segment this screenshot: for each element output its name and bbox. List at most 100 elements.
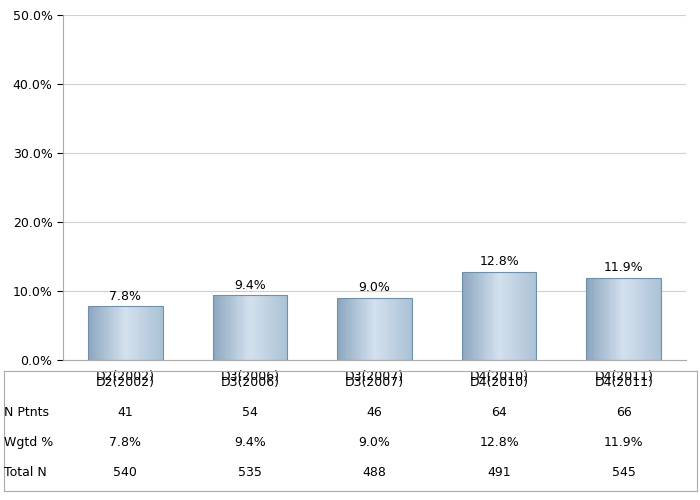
- Bar: [587, 278, 661, 360]
- Bar: [524, 272, 526, 360]
- Bar: [496, 272, 497, 360]
- Bar: [381, 298, 382, 360]
- Text: Wgtd %: Wgtd %: [4, 436, 52, 449]
- Bar: [116, 306, 117, 360]
- Bar: [483, 272, 484, 360]
- Bar: [626, 278, 628, 360]
- Bar: [372, 298, 374, 360]
- Bar: [536, 272, 537, 360]
- Bar: [92, 306, 93, 360]
- Bar: [236, 295, 238, 360]
- Bar: [146, 306, 148, 360]
- Bar: [645, 278, 646, 360]
- Bar: [344, 298, 346, 360]
- Bar: [117, 306, 118, 360]
- Bar: [239, 295, 240, 360]
- Bar: [367, 298, 368, 360]
- Bar: [592, 278, 593, 360]
- Bar: [157, 306, 158, 360]
- Bar: [660, 278, 661, 360]
- Bar: [634, 278, 635, 360]
- Bar: [132, 306, 133, 360]
- Bar: [88, 306, 162, 360]
- Bar: [494, 272, 496, 360]
- Bar: [505, 272, 507, 360]
- Bar: [253, 295, 254, 360]
- Bar: [262, 295, 264, 360]
- Bar: [258, 295, 260, 360]
- Bar: [398, 298, 400, 360]
- Bar: [130, 306, 132, 360]
- Bar: [234, 295, 235, 360]
- Bar: [604, 278, 606, 360]
- Bar: [601, 278, 603, 360]
- Bar: [104, 306, 106, 360]
- Bar: [486, 272, 488, 360]
- Bar: [508, 272, 510, 360]
- Bar: [264, 295, 265, 360]
- Bar: [349, 298, 351, 360]
- Bar: [88, 306, 90, 360]
- Bar: [513, 272, 514, 360]
- Bar: [216, 295, 218, 360]
- Bar: [518, 272, 519, 360]
- Bar: [617, 278, 619, 360]
- Bar: [342, 298, 344, 360]
- Text: 11.9%: 11.9%: [604, 262, 643, 274]
- Bar: [358, 298, 360, 360]
- Bar: [632, 278, 634, 360]
- Bar: [488, 272, 489, 360]
- Bar: [641, 278, 643, 360]
- Bar: [478, 272, 480, 360]
- Bar: [590, 278, 592, 360]
- Bar: [144, 306, 146, 360]
- Text: 66: 66: [616, 406, 631, 419]
- Bar: [379, 298, 381, 360]
- Bar: [504, 272, 505, 360]
- Bar: [630, 278, 631, 360]
- Bar: [393, 298, 395, 360]
- Bar: [654, 278, 655, 360]
- Bar: [362, 298, 363, 360]
- Bar: [218, 295, 219, 360]
- Bar: [89, 306, 91, 360]
- Bar: [493, 272, 494, 360]
- Bar: [127, 306, 128, 360]
- Bar: [125, 306, 127, 360]
- Text: 488: 488: [363, 466, 386, 479]
- Bar: [90, 306, 92, 360]
- Bar: [402, 298, 403, 360]
- Bar: [624, 278, 625, 360]
- Bar: [502, 272, 503, 360]
- Bar: [650, 278, 652, 360]
- Bar: [274, 295, 275, 360]
- Text: 535: 535: [238, 466, 262, 479]
- Bar: [122, 306, 123, 360]
- Bar: [221, 295, 223, 360]
- Bar: [608, 278, 609, 360]
- Bar: [525, 272, 527, 360]
- Bar: [285, 295, 286, 360]
- Bar: [128, 306, 130, 360]
- Bar: [232, 295, 234, 360]
- Bar: [519, 272, 521, 360]
- Bar: [109, 306, 111, 360]
- Bar: [272, 295, 274, 360]
- Bar: [529, 272, 531, 360]
- Bar: [135, 306, 136, 360]
- Bar: [510, 272, 512, 360]
- Bar: [649, 278, 650, 360]
- Bar: [491, 272, 492, 360]
- Bar: [260, 295, 261, 360]
- Bar: [229, 295, 230, 360]
- Bar: [382, 298, 384, 360]
- Bar: [371, 298, 372, 360]
- Bar: [410, 298, 411, 360]
- Bar: [531, 272, 532, 360]
- Bar: [600, 278, 601, 360]
- Bar: [389, 298, 390, 360]
- Bar: [258, 295, 259, 360]
- Bar: [611, 278, 612, 360]
- Bar: [392, 298, 393, 360]
- Bar: [100, 306, 102, 360]
